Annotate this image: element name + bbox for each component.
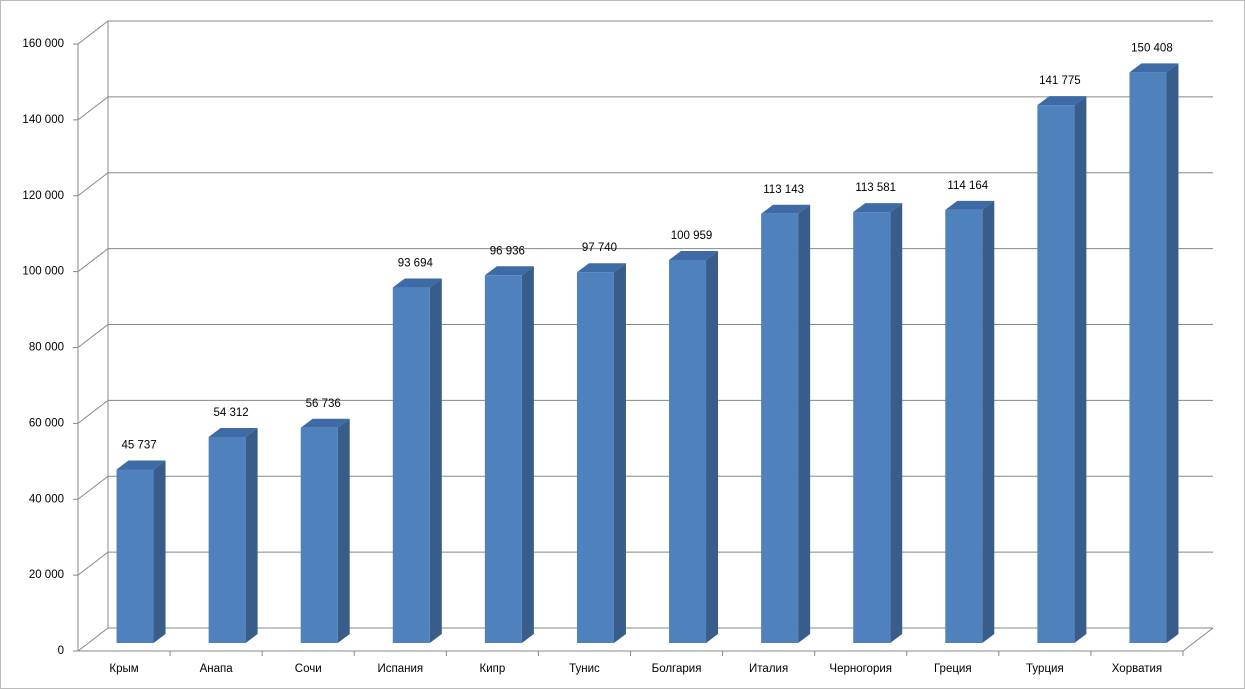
grid-line bbox=[77, 20, 1213, 45]
grid-line bbox=[77, 172, 1213, 197]
bar-side bbox=[337, 418, 350, 643]
y-tick-label: 160 000 bbox=[22, 38, 64, 50]
value-label: 150 408 bbox=[1131, 42, 1173, 54]
bar bbox=[392, 287, 430, 643]
value-label: 56 736 bbox=[306, 398, 341, 410]
x-tick-label: Италия bbox=[749, 663, 788, 675]
x-tick-label: Черногория bbox=[829, 663, 892, 675]
y-tick-label: 60 000 bbox=[29, 417, 64, 429]
value-label: 141 775 bbox=[1039, 75, 1081, 87]
value-label: 113 581 bbox=[855, 182, 896, 194]
grid-line bbox=[77, 627, 1213, 652]
x-tick-label: Турция bbox=[1026, 663, 1064, 675]
bar-side bbox=[153, 460, 166, 643]
y-tick-label: 40 000 bbox=[29, 493, 64, 505]
value-label: 114 164 bbox=[947, 180, 988, 192]
bar-top bbox=[116, 460, 166, 470]
x-tick-label: Хорватия bbox=[1112, 663, 1162, 675]
grid-line bbox=[77, 399, 1213, 424]
bar bbox=[576, 272, 614, 643]
bar-top bbox=[945, 200, 995, 210]
x-tick-label: Крым bbox=[109, 663, 138, 675]
value-label: 54 312 bbox=[214, 407, 249, 419]
bar-side bbox=[798, 204, 811, 644]
bar bbox=[1129, 72, 1167, 643]
bar bbox=[761, 213, 799, 644]
grid-line bbox=[77, 551, 1213, 576]
x-tick-label: Греция bbox=[934, 663, 972, 675]
bar-top bbox=[1129, 63, 1179, 73]
bar bbox=[853, 212, 891, 643]
bar-top bbox=[392, 278, 442, 288]
x-tick-label: Кипр bbox=[480, 663, 506, 675]
x-tick-label: Болгария bbox=[652, 663, 702, 675]
bar bbox=[300, 427, 338, 643]
x-tick-label: Тунис bbox=[569, 663, 600, 675]
bar-top bbox=[669, 250, 719, 260]
y-tick-label: 80 000 bbox=[29, 342, 64, 354]
y-tick-label: 20 000 bbox=[29, 569, 64, 581]
value-label: 113 143 bbox=[763, 184, 804, 196]
bar-side bbox=[1074, 96, 1087, 643]
bar-top bbox=[484, 266, 534, 276]
x-tick-label: Испания bbox=[377, 663, 423, 675]
bar bbox=[116, 469, 154, 643]
bar-top bbox=[576, 263, 626, 273]
bar bbox=[208, 436, 246, 643]
x-tick-label: Сочи bbox=[295, 663, 322, 675]
y-tick-label: 0 bbox=[58, 645, 64, 657]
value-label: 100 959 bbox=[671, 230, 713, 242]
y-tick-label: 100 000 bbox=[22, 266, 64, 278]
y-tick-label: 120 000 bbox=[22, 190, 64, 202]
bar-top bbox=[761, 204, 811, 214]
bar-side bbox=[1166, 63, 1179, 643]
grid-line bbox=[77, 475, 1213, 500]
grid-line bbox=[77, 324, 1213, 348]
grid-line bbox=[77, 96, 1213, 121]
bar bbox=[945, 209, 983, 643]
bar-side bbox=[890, 203, 903, 643]
bar-top bbox=[300, 418, 350, 428]
bar-side bbox=[429, 278, 442, 643]
bar bbox=[669, 259, 707, 643]
value-label: 45 737 bbox=[121, 440, 156, 452]
x-tick-label: Анапа bbox=[200, 663, 234, 675]
y-tick-label: 140 000 bbox=[22, 114, 64, 126]
bar-side bbox=[982, 200, 995, 643]
value-label: 96 936 bbox=[490, 245, 525, 257]
bar-side bbox=[613, 263, 626, 643]
bar-top bbox=[1037, 96, 1087, 106]
bar bbox=[484, 275, 522, 643]
grid-line bbox=[77, 248, 1213, 273]
bar-top bbox=[853, 203, 903, 213]
bar-side bbox=[706, 250, 719, 643]
bar-top bbox=[208, 427, 258, 437]
value-label: 97 740 bbox=[582, 242, 617, 254]
value-label: 93 694 bbox=[398, 258, 434, 270]
bar bbox=[1037, 105, 1075, 643]
bar-side bbox=[245, 427, 258, 643]
bar-side bbox=[521, 266, 534, 643]
